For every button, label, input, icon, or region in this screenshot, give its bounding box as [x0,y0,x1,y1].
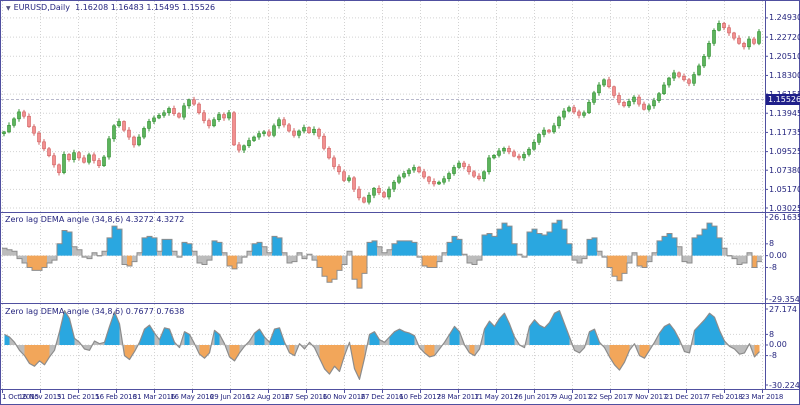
axis-tick-label: 1.11735 [769,127,800,137]
date-tick-label: 22 Sep 2017 [588,393,632,401]
axis-tick-label: 1.13945 [769,108,800,118]
axis-tick-label: 1.03025 [769,203,800,213]
symbol-dropdown-icon: ▼ [6,5,11,12]
current-price-badge: 1.15526 [766,94,800,105]
date-tick-label: 23 Mar 2018 [740,393,784,401]
axis-tick-label: 1.20510 [769,51,800,61]
date-tick-label: 29 Jun 2016 [210,393,250,401]
date-tick-label: 10 Nov 2016 [322,393,366,401]
date-tick-label: 27 Dec 2016 [360,393,404,401]
axis-tick-label: 1.07380 [769,165,800,175]
date-tick-label: 31 Dec 2015 [56,393,100,401]
axis-tick-label: 0.00 [769,340,787,350]
axis-tick-label: 1.24930 [769,13,800,23]
date-tick-label: 11 May 2017 [474,393,518,401]
date-tick-label: 16 Nov 2015 [18,393,62,401]
symbol-timeframe-label: EURUSD,Daily [13,3,70,12]
date-tick-label: 7 Feb 2018 [705,393,743,401]
axis-tick-label: 1.22720 [769,32,800,42]
axis-tick-label: -8 [769,351,777,361]
indicator1-title: Zero lag DEMA angle (34,8,6) 4.3272 4.32… [5,215,185,224]
date-tick-label: 21 Dec 2017 [664,393,708,401]
date-tick-label: 26 Jun 2017 [514,393,554,401]
date-tick-label: 31 Mar 2016 [132,393,176,401]
date-tick-label: 7 Nov 2017 [628,393,668,401]
date-tick-label: 16 May 2016 [170,393,214,401]
axis-tick-label: 1.09525 [769,147,800,157]
axis-tick-label: -30.224 [769,380,800,390]
axis-tick-label: -29.354 [769,294,800,304]
axis-tick-label: 26.1635 [769,212,800,222]
date-tick-label: 1 Oct 2015 [2,393,39,401]
axis-tick-label: 8 [769,239,775,249]
axis-tick-label: 1.18300 [769,70,800,80]
axis-tick-label: 8 [769,329,775,339]
date-tick-label: 16 Feb 2016 [95,393,137,401]
axis-tick-label: 1.05170 [769,184,800,194]
date-tick-label: 12 Aug 2016 [246,393,290,401]
chart-header: ▼ EURUSD,Daily 1.16208 1.16483 1.15495 1.… [6,3,215,12]
date-tick-label: 10 Feb 2017 [399,393,441,401]
date-tick-label: 9 Aug 2017 [552,393,592,401]
date-tick-label: 28 Mar 2017 [436,393,480,401]
axis-tick-label: 27.174 [769,304,797,314]
indicator2-title: Zero lag DEMA angle (34,8,6) 0.7677 0.76… [5,307,185,316]
date-tick-label: 27 Sep 2016 [284,393,328,401]
ohlc-values-label: 1.16208 1.16483 1.15495 1.15526 [75,3,216,12]
axis-tick-label: -8 [769,262,777,272]
axis-tick-label: 0.00 [769,251,787,261]
